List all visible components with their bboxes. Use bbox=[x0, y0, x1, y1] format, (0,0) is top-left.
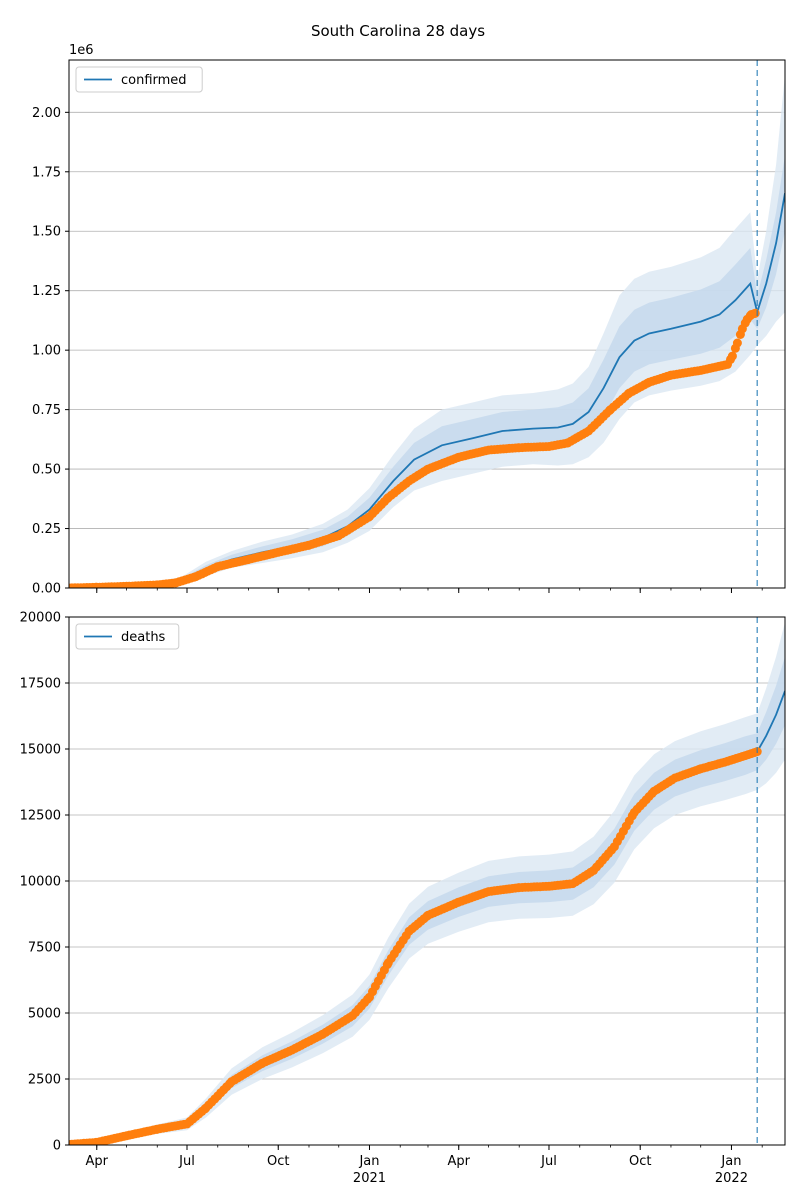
y-tick-label: 0 bbox=[53, 1139, 61, 1154]
observed-point bbox=[727, 351, 737, 361]
x-tick-label: Apr bbox=[447, 1154, 470, 1169]
x-tick-label: Jul bbox=[540, 1154, 557, 1169]
x-tick-year-label: 2022 bbox=[715, 1171, 748, 1186]
y-tick-label: 10000 bbox=[20, 875, 61, 890]
observed-series bbox=[69, 747, 762, 1145]
y-tick-label: 1.75 bbox=[32, 165, 61, 180]
x-tick-label: Jul bbox=[178, 1154, 195, 1169]
x-tick-label: Jan bbox=[720, 1154, 741, 1169]
legend-box bbox=[75, 66, 203, 93]
observed-point bbox=[732, 338, 742, 348]
legend-label: deaths bbox=[121, 630, 166, 645]
x-tick-label: Oct bbox=[629, 1154, 651, 1169]
x-tick-label: Oct bbox=[267, 1154, 289, 1169]
confirmed-panel: 0.00 0.25 0.50 0.75 1.00 1.25 1.50 1.75 2.00 1e6 c… bbox=[32, 43, 786, 597]
legend-label: confirmed bbox=[121, 73, 187, 88]
x-tick-label: Jan bbox=[358, 1154, 379, 1169]
y-tick-label: 1.25 bbox=[32, 284, 61, 299]
deaths-panel: 0 2500 5000 7500 10000 12500 15000 17500 20000 Ap… bbox=[20, 611, 786, 1186]
y-tick-label: 0.75 bbox=[32, 403, 61, 418]
y-scale-label: 1e6 bbox=[69, 43, 94, 58]
y-tick-label: 0.00 bbox=[32, 582, 61, 597]
y-tick-label: 0.25 bbox=[32, 522, 61, 537]
figure-title: South Carolina 28 days bbox=[311, 22, 485, 40]
legend-box bbox=[75, 623, 180, 650]
y-tick-label: 17500 bbox=[20, 677, 61, 692]
legend: deaths bbox=[75, 623, 180, 650]
y-tick-label: 1.50 bbox=[32, 225, 61, 240]
y-tick-label: 5000 bbox=[28, 1007, 61, 1022]
y-tick-label: 20000 bbox=[20, 611, 61, 626]
y-tick-label: 2500 bbox=[28, 1073, 61, 1088]
legend: confirmed bbox=[75, 66, 203, 93]
y-tick-label: 1.00 bbox=[32, 344, 61, 359]
y-tick-label: 7500 bbox=[28, 941, 61, 956]
plot-area bbox=[69, 622, 785, 1145]
x-tick-label: Apr bbox=[86, 1154, 109, 1169]
y-tick-label: 2.00 bbox=[32, 106, 61, 121]
y-tick-label: 12500 bbox=[20, 809, 61, 824]
axes-frame bbox=[68, 59, 786, 589]
x-tick-year-label: 2021 bbox=[353, 1171, 386, 1186]
observed-point bbox=[750, 308, 760, 318]
y-tick-label: 15000 bbox=[20, 743, 61, 758]
y-tick-label: 0.50 bbox=[32, 463, 61, 478]
